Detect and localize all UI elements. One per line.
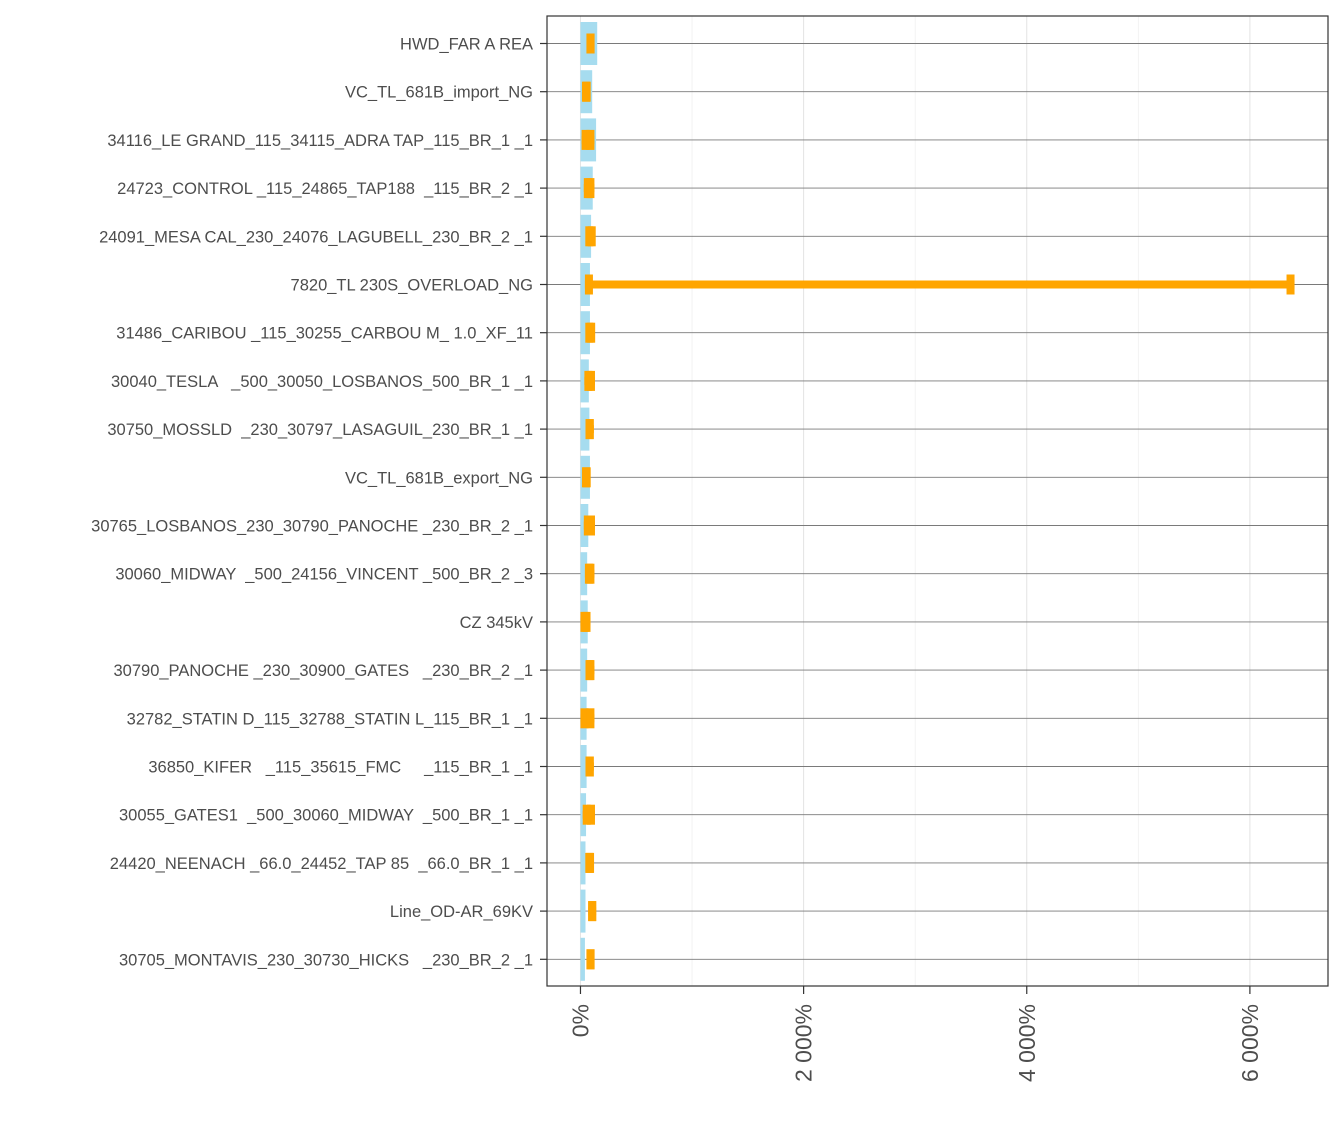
range-cap-high xyxy=(586,515,595,536)
y-tick-label: VC_TL_681B_export_NG xyxy=(345,469,533,487)
range-cap-high xyxy=(585,756,594,777)
range-cap-low xyxy=(582,804,591,825)
range-cap-high xyxy=(585,322,594,343)
x-tick-label: 4 000% xyxy=(1014,1004,1040,1082)
y-tick-label: 31486_CARIBOU _115_30255_CARBOU M_ 1.0_X… xyxy=(116,325,533,343)
plot-panel-border xyxy=(546,15,1329,987)
range-cap-high xyxy=(586,660,595,681)
y-tick-label: CZ 345kV xyxy=(460,614,533,632)
x-tick-label: 0% xyxy=(567,1004,593,1037)
y-tick-label: 30705_MONTAVIS_230_30730_HICKS _230_BR_2… xyxy=(119,951,533,969)
range-cap-high xyxy=(585,852,594,873)
y-tick-label: 34116_LE GRAND_115_34115_ADRA TAP_115_BR… xyxy=(107,132,533,150)
x-tick-label: 6 000% xyxy=(1237,1004,1263,1082)
y-tick-label: 30750_MOSSLD _230_30797_LASAGUIL_230_BR_… xyxy=(107,421,533,439)
bar xyxy=(580,648,588,692)
bar xyxy=(580,407,590,451)
y-tick-label: 7820_TL 230S_OVERLOAD_NG xyxy=(291,277,533,295)
bar xyxy=(580,889,586,933)
range-cap-high xyxy=(586,178,595,199)
range-cap-high xyxy=(586,949,595,970)
y-tick-label: Line_OD-AR_69KV xyxy=(390,903,533,921)
y-tick-label: VC_TL_681B_import_NG xyxy=(345,84,533,102)
y-tick-label: 30790_PANOCHE _230_30900_GATES _230_BR_2… xyxy=(113,662,533,680)
bar xyxy=(580,311,590,355)
y-axis: HWD_FAR A REA VC_TL_681B_import_NG 34116_L… xyxy=(91,36,547,969)
y-tick-label: 30055_GATES1 _500_30060_MIDWAY _500_BR_1… xyxy=(119,807,533,825)
range-cap-low xyxy=(581,129,590,150)
bar xyxy=(580,552,588,596)
y-tick-label: 24723_CONTROL _115_24865_TAP188 _115_BR_… xyxy=(117,180,533,198)
bar xyxy=(580,745,587,788)
y-tick-label: 24420_NEENACH _66.0_24452_TAP 85 _66.0_B… xyxy=(110,855,533,873)
y-tick-label: HWD_FAR A REA xyxy=(400,36,533,54)
range-cap-high xyxy=(582,611,591,632)
y-tick-label: 36850_KIFER _115_35615_FMC _115_BR_1 _1 xyxy=(148,759,533,777)
range-cap-low xyxy=(584,274,593,295)
y-tick-label: 30765_LOSBANOS_230_30790_PANOCHE _230_BR… xyxy=(91,518,533,536)
y-tick-label: 32782_STATIN D_115_32788_STATIN L_115_BR… xyxy=(127,710,533,728)
range-cap-high xyxy=(586,370,595,391)
range-cap-high xyxy=(586,804,595,825)
y-tick-label: 30060_MIDWAY _500_24156_VINCENT _500_BR_… xyxy=(115,566,533,584)
x-axis: 0% 2 000% 4 000% 6 000% xyxy=(567,986,1263,1082)
range-cap-high xyxy=(586,708,595,729)
range-cap-high xyxy=(581,467,590,488)
y-tick-label: 30040_TESLA _500_30050_LOSBANOS_500_BR_1… xyxy=(111,373,533,391)
range-cap-high xyxy=(586,129,595,150)
range-cap-high xyxy=(581,81,590,102)
y-tick-label: 24091_MESA CAL_230_24076_LAGUBELL_230_BR… xyxy=(99,228,533,246)
range-cap-low xyxy=(580,708,589,729)
grid-layer xyxy=(547,16,1328,986)
range-cap-high xyxy=(1286,274,1295,295)
bar xyxy=(580,937,585,981)
range-cap-high xyxy=(586,563,595,584)
range-cap-high xyxy=(588,901,597,922)
bar xyxy=(580,841,586,885)
range-bar xyxy=(584,280,1295,289)
range-cap-high xyxy=(585,419,594,440)
x-tick-label: 2 000% xyxy=(791,1004,817,1082)
range-cap-high xyxy=(585,226,594,247)
range-layer xyxy=(580,33,1295,970)
range-cap-high xyxy=(586,33,595,54)
